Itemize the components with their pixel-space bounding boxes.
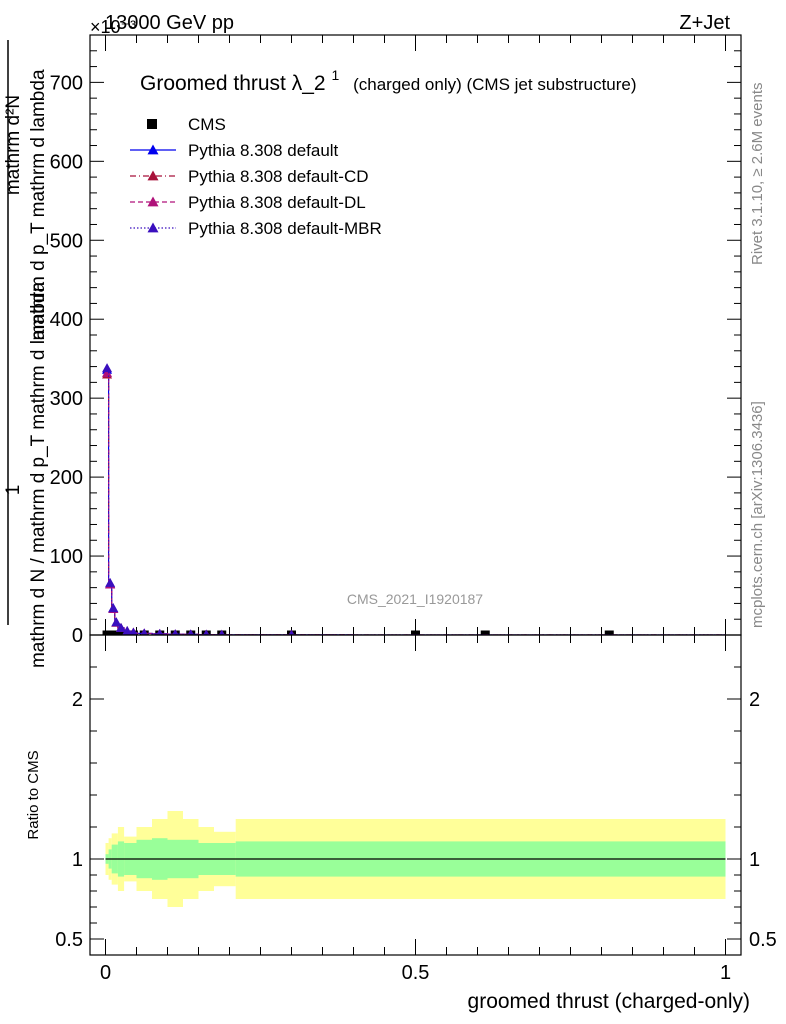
ratio-tick-label: 1 [72,849,83,871]
ratio-tick-label: 0.5 [55,929,83,951]
cms-marker [116,630,126,635]
legend-label: Pythia 8.308 default [188,141,339,160]
ratio-frame [89,634,742,956]
series-marker-4 [203,629,210,635]
analysis-watermark: CMS_2021_I1920187 [347,591,483,607]
y-label-denominator: mathrm d p_T mathrm d lambda [28,69,49,340]
series-marker-4 [187,629,194,635]
rivet-label: Rivet 3.1.10, ≥ 2.6M events [749,83,766,266]
y-exponent: ×10⁻³ [90,17,136,37]
legend-marker [147,170,159,181]
plot-title-main: Groomed thrust [140,72,286,95]
ratio-tick-label-right: 1 [749,849,760,871]
series-marker-4 [111,617,122,627]
series-marker-4 [105,577,116,587]
x-axis-label: groomed thrust (charged-only) [468,990,750,1013]
main-y-label: 1 mathrm d²N mathrm d N / mathrm d p_T m… [3,40,49,668]
x-tick-label: 0 [100,962,111,984]
legend-label: Pythia 8.308 default-MBR [188,219,382,238]
cms-marker [411,630,420,635]
series-marker-4 [288,629,295,635]
series-marker-4 [172,629,179,635]
series-marker-4 [116,622,126,632]
series-marker-4 [122,625,133,635]
series-marker-4 [156,628,164,635]
series-marker-4 [140,628,148,635]
legend-label: CMS [188,115,226,134]
series-marker-4 [129,627,138,635]
main-plot-area: 0 100 200 300 400 500 600 700 [50,34,742,647]
plot-title-lambda: λ_2 [292,72,326,95]
ratio-tick-label: 2 [72,689,83,711]
series-marker-4 [102,363,113,373]
ratio-tick-label-right: 0.5 [749,929,777,951]
ratio-x-ticks: 0 0.5 1 [100,635,731,984]
ratio-plot-area: 0.5 0.51 12 2 0 0.5 1 [55,634,777,984]
cms-marker [604,630,614,635]
legend-label: Pythia 8.308 default-DL [188,193,366,212]
legend-label: Pythia 8.308 default-CD [188,167,369,186]
y-tick-label: 600 [50,151,83,173]
series-marker-3 [102,367,113,377]
y-tick-label: 500 [50,230,83,252]
legend: CMS Pythia 8.308 default Pythia 8.308 defa… [130,115,382,238]
y-tick-label: 300 [50,388,83,410]
y-tick-label: 0 [72,625,83,647]
y-label-one: 1 [3,485,24,496]
mcplots-label: mcplots.cern.ch [arXiv:1306.3436] [749,401,766,628]
plot-title-rest: (charged only) (CMS jet substructure) [353,75,636,94]
legend-marker [147,222,159,233]
x-tick-label: 0.5 [402,962,430,984]
plot-title: Groomed thrust λ_2 1 (charged only) (CMS… [140,62,637,95]
main-series [102,363,726,635]
y-tick-label: 200 [50,467,83,489]
ratio-tick-label-right: 2 [749,689,760,711]
legend-marker [147,196,159,207]
plot-title-sup: 1 [331,67,339,83]
ratio-y-label: Ratio to CMS [25,750,42,839]
legend-cms-marker [147,119,157,129]
legend-marker [147,144,159,155]
series-marker-4 [108,603,119,613]
cms-marker [480,630,490,635]
ratio-y-ticks: 0.5 0.5 1 1 2 2 [55,666,777,951]
y-label-numerator: mathrm d²N [3,95,24,195]
y-tick-label: 700 [50,72,83,94]
cms-marker [111,630,121,635]
y-label-left: mathrm d N / mathrm d p_T mathrm d lambd… [28,282,49,669]
y-tick-label: 400 [50,309,83,331]
x-tick-label: 1 [720,962,731,984]
main-y-ticks: 0 100 200 300 400 500 600 700 [50,34,741,647]
y-tick-label: 100 [50,546,83,568]
header-left: 13000 GeV pp [105,12,234,34]
header-right: Z+Jet [679,12,730,34]
series-marker-4 [218,629,225,635]
